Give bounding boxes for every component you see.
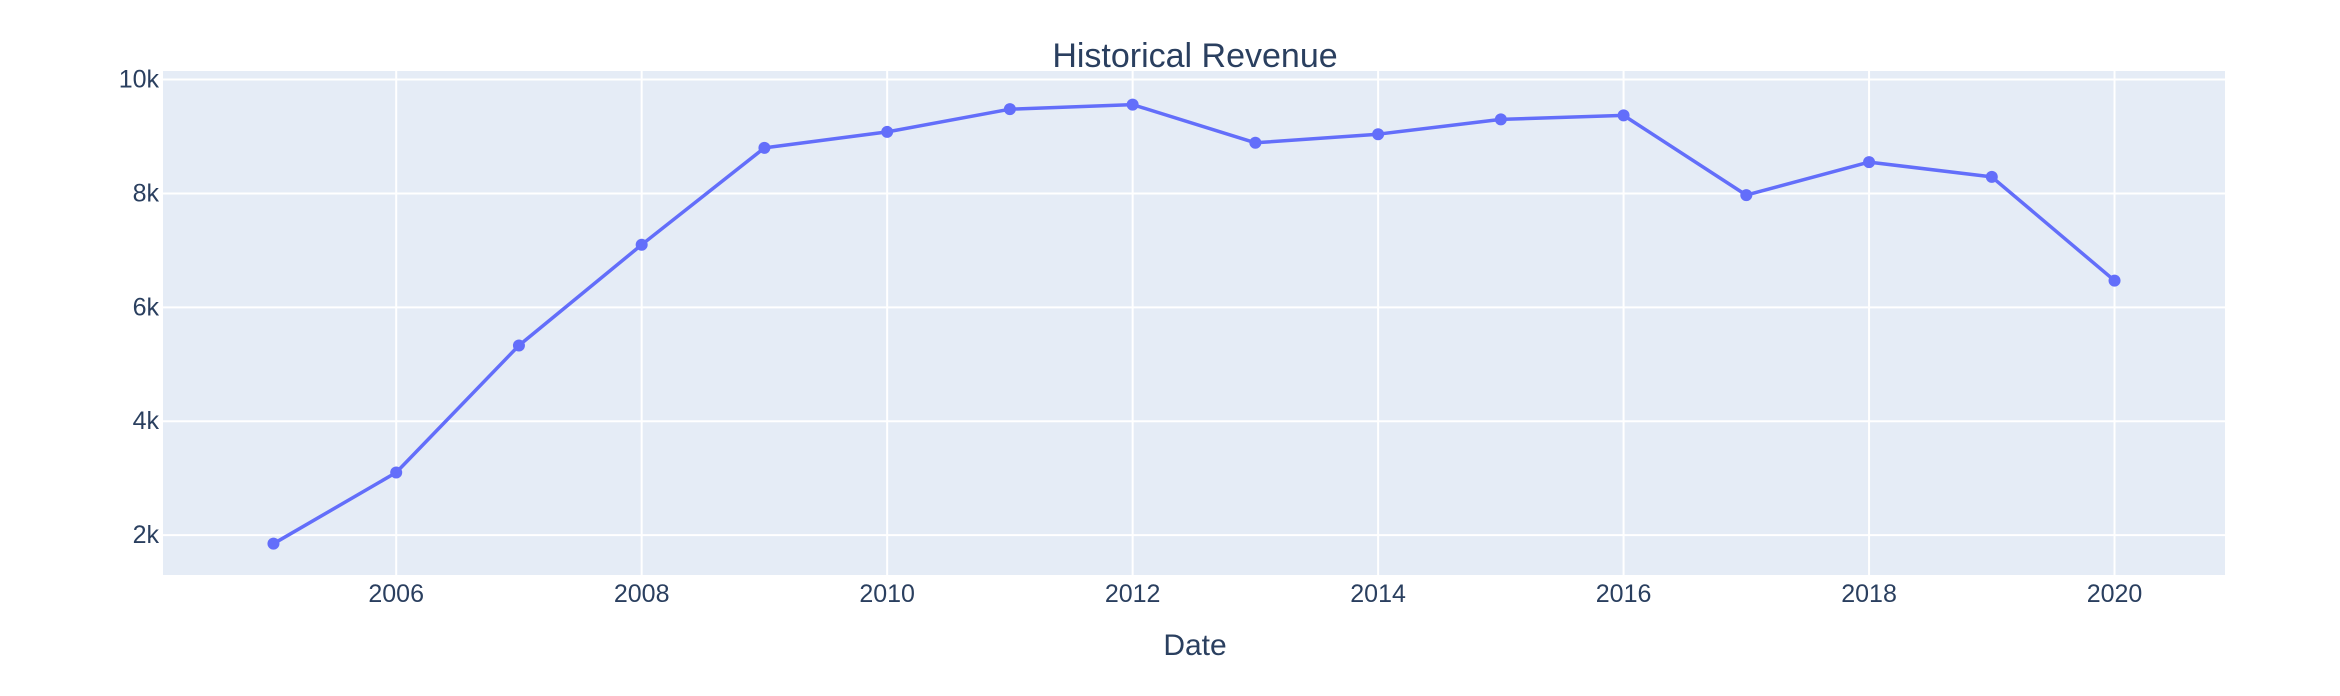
x-tick-label: 2014	[1350, 580, 1406, 608]
data-point	[881, 125, 894, 138]
y-tick-label: 2k	[133, 521, 160, 549]
chart-title: Historical Revenue	[1052, 37, 1337, 75]
x-tick-label: 2012	[1105, 580, 1161, 608]
x-tick-label: 2006	[368, 580, 424, 608]
x-tick-label: 2020	[2087, 580, 2143, 608]
data-point	[2108, 274, 2121, 287]
tick-labels: 2006 2008 2010 2012 2014 2016 2018 2020 2k 4k 6k 8k…	[119, 66, 2143, 608]
y-tick-label: 4k	[133, 407, 160, 435]
data-point	[267, 537, 280, 550]
x-tick-label: 2008	[614, 580, 670, 608]
data-point	[1003, 103, 1016, 116]
data-point	[390, 466, 403, 479]
y-tick-label: 10k	[119, 66, 160, 94]
data-point	[1494, 113, 1507, 126]
y-tick-label: 6k	[133, 293, 160, 321]
data-point	[1863, 156, 1876, 169]
data-point	[1985, 170, 1998, 183]
data-point	[1249, 136, 1262, 149]
x-tick-label: 2016	[1596, 580, 1652, 608]
data-point	[1617, 109, 1630, 122]
data-point	[1126, 98, 1139, 111]
data-point	[758, 141, 771, 154]
series-line	[272, 102, 2116, 546]
x-tick-label: 2018	[1841, 580, 1897, 608]
series-layer	[267, 98, 2121, 550]
plot-background	[163, 71, 2225, 575]
data-point	[635, 238, 648, 251]
data-point	[512, 339, 525, 352]
y-tick-label: 8k	[133, 179, 160, 207]
data-point	[1740, 189, 1753, 202]
x-axis-title: Date	[1163, 629, 1226, 662]
grid-lines	[163, 71, 2225, 575]
x-tick-label: 2010	[859, 580, 915, 608]
data-point	[1372, 128, 1385, 141]
